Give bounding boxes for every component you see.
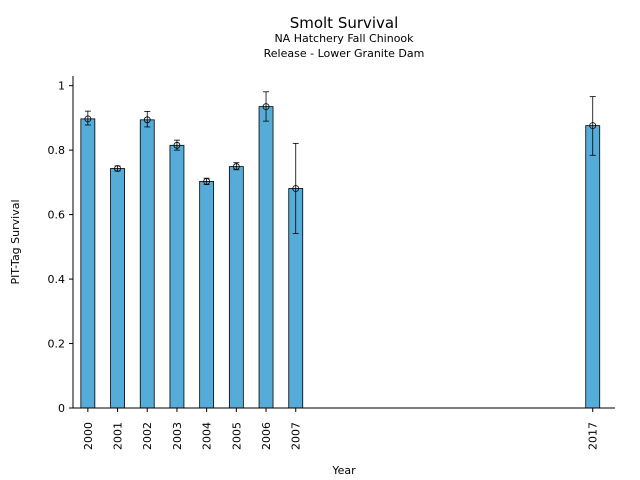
y-tick-label-2: 0.4 xyxy=(48,273,66,286)
point-marker-2017 xyxy=(589,122,597,130)
point-marker-2003 xyxy=(173,141,181,149)
chart-title: Smolt Survival xyxy=(290,14,399,32)
markers-group xyxy=(84,103,597,192)
point-marker-2001 xyxy=(114,165,121,172)
x-tick-label-2003: 2003 xyxy=(171,422,184,450)
bar-2003 xyxy=(169,144,185,409)
x-tick-label-2002: 2002 xyxy=(141,422,154,450)
y-tick-label-0: 0 xyxy=(58,402,65,415)
bars-group xyxy=(80,106,601,409)
y-tick-label-3: 0.6 xyxy=(48,209,66,222)
bar-2004 xyxy=(199,181,215,409)
error-bars-group xyxy=(84,91,596,235)
x-ticks-group: 2000 2001 2002 2003 2004 2005 2006 2007 2017 xyxy=(82,408,600,450)
bar-2006 xyxy=(258,106,274,409)
point-marker-2004 xyxy=(203,178,211,185)
x-tick-label-2005: 2005 xyxy=(230,422,243,450)
x-tick-label-2004: 2004 xyxy=(201,422,214,450)
chart-subtitle-line-2: Release - Lower Granite Dam xyxy=(264,47,425,60)
bar-2017 xyxy=(585,125,601,409)
bar-2001 xyxy=(110,168,125,409)
x-tick-label-2001: 2001 xyxy=(112,422,125,450)
bar-2002 xyxy=(139,119,155,409)
bar-2005 xyxy=(228,166,244,409)
x-tick-label-2006: 2006 xyxy=(260,422,273,450)
y-axis-label: PIT-Tag Survival xyxy=(9,199,22,284)
point-marker-2002 xyxy=(143,116,151,124)
point-marker-2000 xyxy=(84,115,92,123)
x-tick-label-2017: 2017 xyxy=(587,422,600,450)
y-tick-label-1: 0.2 xyxy=(48,338,66,351)
point-marker-2007 xyxy=(292,185,300,192)
bar-2000 xyxy=(80,118,96,409)
y-ticks-group: 0 0.2 0.4 0.6 0.8 1 xyxy=(48,80,73,415)
x-tick-label-2007: 2007 xyxy=(290,422,303,450)
chart-subtitle-line-1: NA Hatchery Fall Chinook xyxy=(274,32,414,45)
x-tick-label-2000: 2000 xyxy=(82,422,95,450)
y-tick-label-5: 1 xyxy=(58,80,65,93)
point-marker-2005 xyxy=(232,163,240,170)
point-marker-2006 xyxy=(262,103,270,111)
y-tick-label-4: 0.8 xyxy=(48,144,66,157)
x-axis-label: Year xyxy=(331,464,356,477)
